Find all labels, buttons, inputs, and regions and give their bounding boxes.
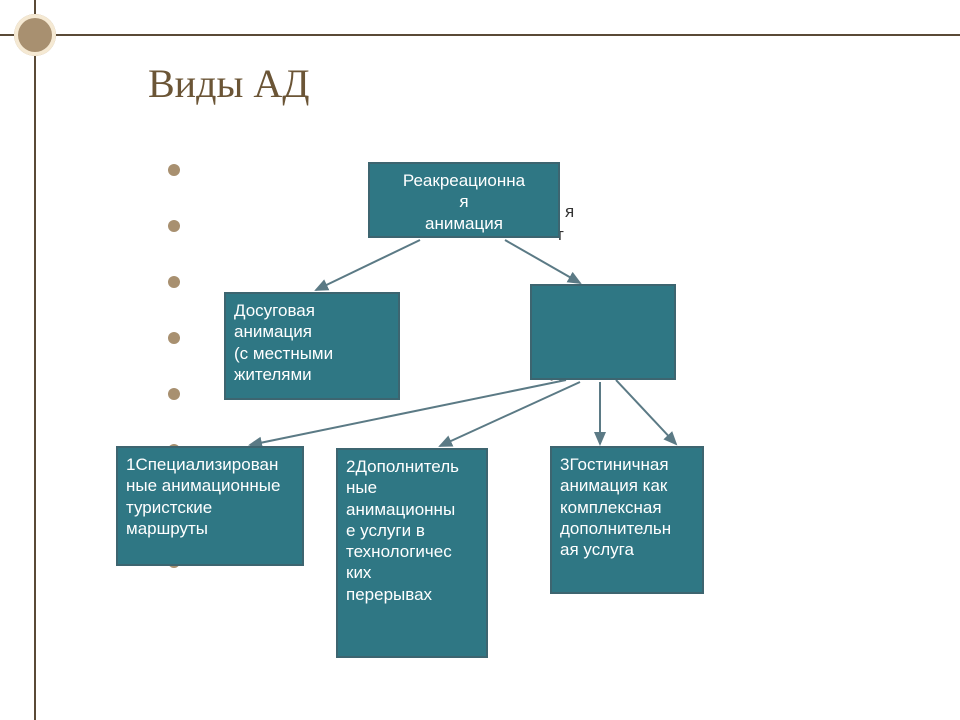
node-bottom-2: 2Дополнительныеанимационные услуги втехн…	[336, 448, 488, 658]
bullet-dot	[168, 276, 180, 288]
bullet-dot	[168, 388, 180, 400]
node-bottom-3-label: 3Гостиничнаяанимация каккомплекснаядопол…	[560, 455, 671, 559]
bullet-dot	[168, 220, 180, 232]
node-bottom-1-label: 1Специализированные анимационныетуристск…	[126, 455, 280, 538]
node-bottom-1: 1Специализированные анимационныетуристск…	[116, 446, 304, 566]
node-bottom-2-label: 2Дополнительныеанимационные услуги втехн…	[346, 457, 459, 604]
node-top-label: Реакреационнаяанимация	[403, 171, 525, 233]
node-top: Реакреационнаяанимация	[368, 162, 560, 238]
bg-text-fragment: я	[565, 202, 574, 222]
slide-title: Виды АД	[148, 60, 309, 107]
decorative-top-line	[0, 34, 960, 36]
node-left-mid: Досуговаяанимация(с местнымижителями	[224, 292, 400, 400]
node-right-mid	[530, 284, 676, 380]
node-left-mid-label: Досуговаяанимация(с местнымижителями	[234, 301, 333, 384]
bullet-dot	[168, 332, 180, 344]
node-bottom-3: 3Гостиничнаяанимация каккомплекснаядопол…	[550, 446, 704, 594]
bullet-dot	[168, 164, 180, 176]
decorative-side-line	[34, 0, 36, 720]
decorative-corner-circle	[14, 14, 56, 56]
